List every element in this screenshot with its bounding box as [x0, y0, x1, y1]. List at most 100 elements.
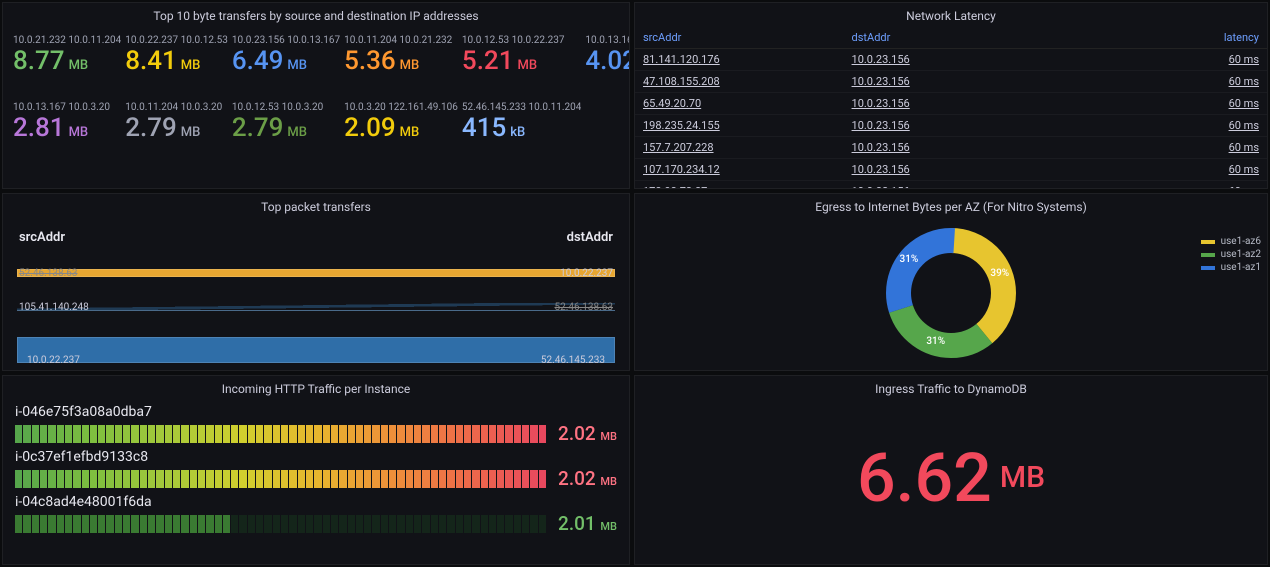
cell-src[interactable]: 198.235.24.155 [635, 115, 844, 137]
panel-title: Network Latency [635, 3, 1267, 27]
table-row[interactable]: 198.235.24.155 10.0.23.156 60 ms [635, 115, 1267, 137]
stat-unit: kB [510, 125, 525, 140]
packet-row[interactable]: 52.46.138.63 10.0.22.237 [17, 269, 615, 291]
dynamodb-unit: MB [1000, 460, 1045, 495]
stat-item[interactable]: 10.0.13.167 10.0.3.20 2.81 MB [13, 102, 121, 141]
cell-latency[interactable]: 60 ms [1172, 49, 1267, 71]
stat-value: 4.02 [585, 48, 630, 74]
stat-item[interactable]: 10.0.11.204 10.0.21.232 5.36 MB [344, 35, 458, 74]
packet-bar [17, 337, 615, 363]
stat-label: 10.0.12.53 10.0.22.237 [462, 35, 581, 46]
stat-unit: MB [287, 125, 307, 140]
cell-src[interactable]: 157.7.207.228 [635, 137, 844, 159]
gauge-list: i-046e75f3a08a0dba7 2.02 MB i-0c37ef1efb… [3, 400, 629, 535]
gauge-row[interactable]: i-04c8ad4e48001f6da 2.01 MB [15, 494, 617, 535]
panel-top-byte-transfers: Top 10 byte transfers by source and dest… [2, 2, 630, 189]
packet-src: 105.41.140.248 [19, 302, 89, 313]
stat-value: 2.79 [232, 115, 284, 141]
stat-label: 10.0.21.232 10.0.11.204 [13, 35, 121, 46]
stat-item[interactable]: 10.0.12.53 10.0.3.20 2.79 MB [232, 102, 340, 141]
stat-item[interactable]: 10.0.3.20 122.161.49.106 2.09 MB [344, 102, 458, 141]
stat-item[interactable]: 10.0.12.53 10.0.22.237 5.21 MB [462, 35, 581, 74]
legend-label: use1-az1 [1221, 262, 1261, 273]
stat-unit: MB [287, 58, 307, 73]
stat-item[interactable]: 10.0.13.167 10.0.23.156 4.02 MB [585, 35, 630, 74]
gauge-row[interactable]: i-046e75f3a08a0dba7 2.02 MB [15, 404, 617, 445]
legend-label: use1-az6 [1221, 236, 1261, 247]
packet-rows: 52.46.138.63 10.0.22.237 105.41.140.248 … [17, 269, 615, 371]
legend-label: use1-az2 [1221, 249, 1261, 260]
cell-dst[interactable]: 10.0.23.156 [844, 181, 1173, 190]
table-row[interactable]: 107.170.234.12 10.0.23.156 60 ms [635, 159, 1267, 181]
panel-network-latency: Network Latency srcAddr dstAddr latency … [634, 2, 1268, 189]
latency-header-src[interactable]: srcAddr [635, 27, 844, 49]
donut-legend: use1-az6 use1-az2 use1-az1 [1201, 236, 1261, 275]
cell-dst[interactable]: 10.0.23.156 [844, 137, 1173, 159]
stat-item[interactable]: 10.0.11.204 10.0.3.20 2.79 MB [125, 102, 228, 141]
stat-unit: MB [400, 125, 420, 140]
latency-header-lat[interactable]: latency [1172, 27, 1267, 49]
cell-dst[interactable]: 10.0.23.156 [844, 71, 1173, 93]
table-row[interactable]: 47.108.155.208 10.0.23.156 60 ms [635, 71, 1267, 93]
packet-row[interactable]: 10.0.22.237 52.46.145.233 [17, 337, 615, 371]
gauge-value: 2.02 MB [558, 422, 617, 445]
legend-item[interactable]: use1-az1 [1201, 262, 1261, 273]
stat-label: 10.0.22.237 10.0.12.53 [125, 35, 228, 46]
cell-src[interactable]: 81.141.120.176 [635, 49, 844, 71]
cell-latency[interactable]: 60 ms [1172, 159, 1267, 181]
cell-dst[interactable]: 10.0.23.156 [844, 93, 1173, 115]
cell-latency[interactable]: 60 ms [1172, 181, 1267, 190]
cell-dst[interactable]: 10.0.23.156 [844, 159, 1173, 181]
table-row[interactable]: 157.7.207.228 10.0.23.156 60 ms [635, 137, 1267, 159]
cell-src[interactable]: 107.170.234.12 [635, 159, 844, 181]
table-row[interactable]: 172.98.73.87 10.0.23.156 60 ms [635, 181, 1267, 190]
donut-slice-label: 39% [990, 268, 1009, 279]
stat-item[interactable]: 10.0.22.237 10.0.12.53 8.41 MB [125, 35, 228, 74]
cell-latency[interactable]: 60 ms [1172, 93, 1267, 115]
cell-dst[interactable]: 10.0.23.156 [844, 115, 1173, 137]
stat-item[interactable]: 52.46.145.233 10.0.11.204 415 kB [462, 102, 581, 141]
latency-header-dst[interactable]: dstAddr [844, 27, 1173, 49]
gauge-label: i-046e75f3a08a0dba7 [15, 404, 617, 420]
cell-dst[interactable]: 10.0.23.156 [844, 49, 1173, 71]
stat-unit: MB [181, 125, 201, 140]
stat-value: 6.49 [232, 48, 284, 74]
table-row[interactable]: 81.141.120.176 10.0.23.156 60 ms [635, 49, 1267, 71]
donut-chart[interactable]: 39%31%31% [881, 223, 1021, 363]
cell-latency[interactable]: 60 ms [1172, 71, 1267, 93]
panel-http-traffic: Incoming HTTP Traffic per Instance i-046… [2, 375, 630, 565]
cell-src[interactable]: 172.98.73.87 [635, 181, 844, 190]
cell-latency[interactable]: 60 ms [1172, 115, 1267, 137]
stat-unit: MB [69, 58, 89, 73]
stat-unit: MB [181, 58, 201, 73]
cell-src[interactable]: 65.49.20.70 [635, 93, 844, 115]
legend-item[interactable]: use1-az2 [1201, 249, 1261, 260]
cell-src[interactable]: 47.108.155.208 [635, 71, 844, 93]
stat-item[interactable]: 10.0.23.156 10.0.13.167 6.49 MB [232, 35, 340, 74]
gauge-track [15, 515, 546, 533]
donut-slice-label: 31% [900, 254, 919, 265]
panel-dynamodb-ingress: Ingress Traffic to DynamoDB 6.62 MB [634, 375, 1268, 565]
stat-label: 52.46.145.233 10.0.11.204 [462, 102, 581, 113]
stat-label: 10.0.13.167 10.0.3.20 [13, 102, 121, 113]
gauge-value: 2.01 MB [558, 512, 617, 535]
packet-row[interactable]: 105.41.140.248 52.46.138.63 [17, 303, 615, 325]
packet-bar [17, 269, 615, 277]
stat-item[interactable]: 10.0.21.232 10.0.11.204 8.77 MB [13, 35, 121, 74]
panel-title: Incoming HTTP Traffic per Instance [3, 376, 629, 400]
gauge-track [15, 425, 546, 443]
panel-title: Top 10 byte transfers by source and dest… [3, 3, 629, 27]
gauge-label: i-04c8ad4e48001f6da [15, 494, 617, 510]
panel-top-packet-transfers: Top packet transfers srcAddr dstAddr 52.… [2, 193, 630, 371]
table-row[interactable]: 65.49.20.70 10.0.23.156 60 ms [635, 93, 1267, 115]
stat-label: 10.0.11.204 10.0.21.232 [344, 35, 458, 46]
panel-title: Ingress Traffic to DynamoDB [635, 376, 1267, 400]
panel-title: Egress to Internet Bytes per AZ (For Nit… [635, 194, 1267, 218]
stat-unit: MB [69, 125, 89, 140]
cell-latency[interactable]: 60 ms [1172, 137, 1267, 159]
packet-dst: 52.46.145.233 [541, 355, 605, 366]
stat-grid: 10.0.21.232 10.0.11.204 8.77 MB 10.0.22.… [3, 27, 629, 145]
legend-item[interactable]: use1-az6 [1201, 236, 1261, 247]
gauge-row[interactable]: i-0c37ef1efbd9133c8 2.02 MB [15, 449, 617, 490]
stat-value: 2.09 [344, 115, 396, 141]
